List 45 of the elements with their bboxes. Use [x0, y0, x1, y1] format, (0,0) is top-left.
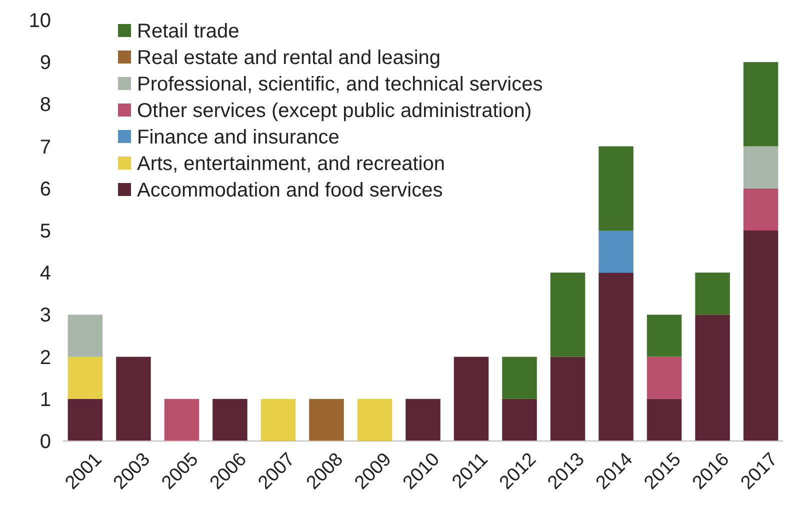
- bar: [598, 272, 634, 441]
- bar: [598, 146, 634, 230]
- legend-label: Professional, scientific, and technical services: [137, 74, 543, 96]
- legend-label: Retail trade: [137, 20, 240, 42]
- bar: [164, 398, 200, 441]
- legend-label: Other services (except public administration): [137, 100, 532, 122]
- legend-label: Accommodation and food services: [137, 180, 443, 202]
- bar: [502, 398, 537, 441]
- bar: [550, 356, 586, 441]
- bar: [646, 398, 682, 441]
- bar: [454, 356, 489, 441]
- bar: [646, 314, 682, 357]
- bar: [743, 62, 778, 146]
- bar: [695, 314, 730, 441]
- bar: [212, 398, 248, 441]
- bar: [598, 230, 634, 273]
- y-tick-label: 6: [40, 178, 51, 200]
- bar: [357, 398, 392, 441]
- bar: [502, 356, 537, 399]
- bar: [68, 398, 103, 441]
- legend-label: Real estate and rental and leasing: [137, 47, 441, 69]
- y-tick-label: 4: [40, 262, 51, 285]
- bar: [68, 356, 103, 399]
- bar: [116, 356, 151, 441]
- bar: [695, 272, 730, 315]
- bar: [260, 398, 296, 441]
- bar: [743, 188, 778, 230]
- bar: [743, 146, 778, 188]
- legend-label: Finance and insurance: [137, 126, 340, 148]
- y-tick-label: 0: [40, 431, 51, 453]
- y-tick-label: 9: [40, 52, 51, 74]
- legend-label: Arts, entertainment, and recreation: [137, 153, 445, 175]
- bar: [646, 356, 682, 399]
- bar: [68, 314, 103, 357]
- y-tick-label: 1: [40, 388, 51, 411]
- y-tick-label: 2: [40, 346, 51, 369]
- y-tick-label: 3: [40, 304, 51, 327]
- bar: [550, 272, 586, 357]
- y-tick-label: 5: [40, 220, 51, 242]
- bar: [743, 230, 778, 441]
- bar: [309, 398, 344, 441]
- y-tick-label: 7: [40, 136, 51, 158]
- y-tick-label: 10: [28, 10, 51, 32]
- bar: [406, 398, 440, 441]
- y-tick-label: 8: [40, 94, 51, 116]
